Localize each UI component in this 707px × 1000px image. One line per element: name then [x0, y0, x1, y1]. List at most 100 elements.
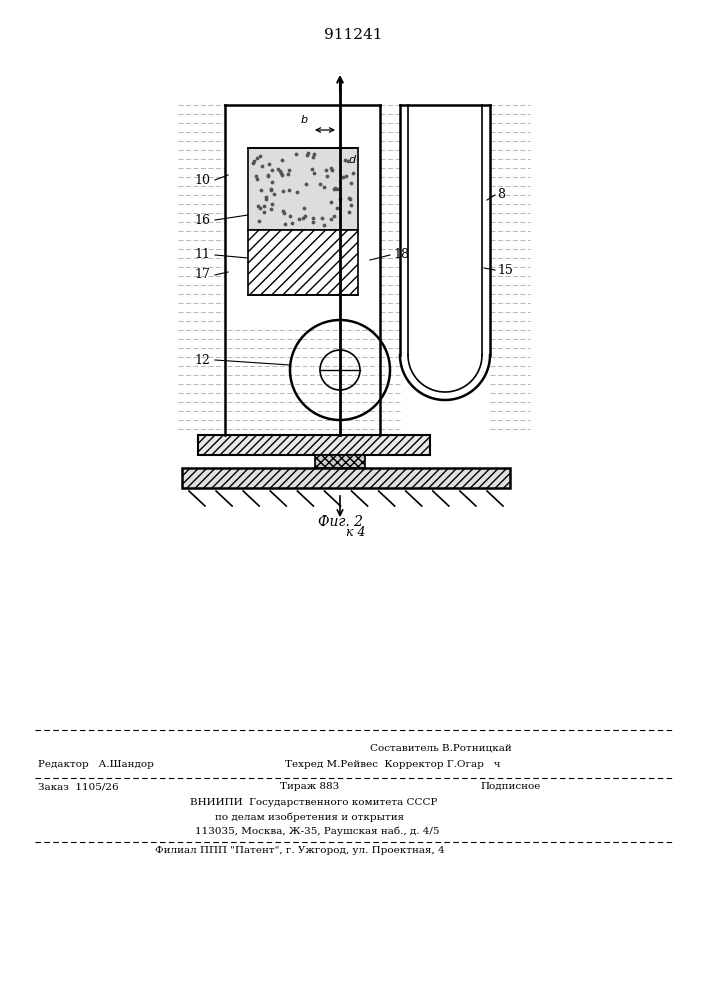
Point: [345, 175, 356, 191]
Point: [308, 214, 319, 230]
Text: Техред М.Рейвес  Корректор Г.Огар   ч: Техред М.Рейвес Корректор Г.Огар ч: [285, 760, 501, 769]
Point: [264, 156, 275, 172]
Point: [331, 181, 342, 197]
Point: [345, 191, 356, 207]
Point: [247, 155, 258, 171]
Point: [265, 181, 276, 197]
Point: [327, 162, 338, 178]
Point: [325, 160, 337, 176]
Point: [308, 149, 319, 165]
Point: [332, 200, 343, 216]
Point: [319, 179, 330, 195]
Point: [250, 168, 261, 184]
Point: [259, 204, 270, 220]
Text: Редактор   А.Шандор: Редактор А.Шандор: [38, 760, 154, 769]
Point: [276, 152, 287, 168]
Point: [297, 210, 308, 226]
Point: [284, 182, 295, 198]
Text: d: d: [348, 155, 355, 165]
Point: [302, 145, 313, 161]
Text: 8: 8: [497, 188, 505, 202]
Point: [345, 197, 356, 213]
Text: 18: 18: [393, 248, 409, 261]
Bar: [198, 435, 430, 455]
Point: [265, 201, 276, 217]
Text: 15: 15: [497, 263, 513, 276]
Point: [261, 189, 272, 205]
Point: [267, 174, 278, 190]
Point: [318, 217, 329, 233]
Point: [321, 162, 332, 178]
Text: 11: 11: [194, 248, 210, 261]
Text: 12: 12: [194, 354, 210, 366]
Point: [248, 153, 259, 169]
Text: 17: 17: [194, 268, 210, 282]
Point: [265, 182, 276, 198]
Point: [255, 182, 267, 198]
Bar: [182, 468, 510, 488]
Text: Заказ  1105/26: Заказ 1105/26: [38, 782, 119, 791]
Point: [278, 205, 289, 221]
Text: ВНИИПИ  Государственного комитета СССР: ВНИИПИ Государственного комитета СССР: [190, 798, 438, 807]
Text: b: b: [301, 115, 308, 125]
Point: [291, 184, 303, 200]
Point: [257, 158, 268, 174]
Text: Филиал ППП "Патент", г. Ужгород, ул. Проектная, 4: Филиал ППП "Патент", г. Ужгород, ул. Про…: [155, 846, 445, 855]
Text: 10: 10: [194, 174, 210, 186]
Point: [283, 162, 294, 178]
Bar: [248, 148, 358, 230]
Point: [342, 153, 354, 169]
Point: [299, 208, 310, 224]
Point: [254, 200, 265, 216]
Point: [268, 186, 279, 202]
Text: Тираж 883: Тираж 883: [280, 782, 339, 791]
Text: 911241: 911241: [324, 28, 382, 42]
Point: [254, 148, 265, 164]
Point: [253, 213, 264, 229]
Point: [267, 196, 278, 212]
Point: [308, 210, 319, 226]
Point: [299, 200, 310, 216]
Point: [258, 198, 269, 214]
Point: [293, 211, 304, 227]
Point: [277, 183, 288, 199]
Point: [276, 167, 288, 183]
Point: [274, 163, 286, 179]
Point: [279, 216, 291, 232]
Point: [340, 168, 351, 184]
Point: [344, 190, 355, 206]
Text: 113035, Москва, Ж-35, Раушская наб., д. 4/5: 113035, Москва, Ж-35, Раушская наб., д. …: [195, 826, 440, 836]
Text: Составитель В.Ротницкай: Составитель В.Ротницкай: [370, 744, 512, 753]
Point: [251, 171, 262, 187]
Bar: [315, 455, 365, 468]
Point: [261, 191, 272, 207]
Point: [338, 169, 349, 185]
Point: [275, 165, 286, 181]
Bar: [248, 230, 358, 295]
Point: [273, 161, 284, 177]
Point: [262, 168, 274, 184]
Point: [291, 146, 302, 162]
Point: [339, 152, 351, 168]
Point: [302, 147, 313, 163]
Point: [329, 208, 340, 224]
Point: [308, 165, 320, 181]
Text: Подписное: Подписное: [480, 782, 540, 791]
Point: [325, 194, 337, 210]
Point: [262, 167, 274, 183]
Point: [334, 191, 346, 207]
Point: [283, 166, 294, 182]
Point: [300, 176, 311, 192]
Point: [316, 210, 327, 226]
Point: [325, 211, 337, 227]
Point: [328, 181, 339, 197]
Text: 16: 16: [194, 214, 210, 227]
Point: [251, 150, 262, 166]
Text: по делам изобретения и открытия: по делам изобретения и открытия: [215, 812, 404, 822]
Point: [329, 180, 341, 196]
Point: [286, 215, 298, 231]
Text: к 4: к 4: [346, 526, 366, 539]
Point: [307, 161, 318, 177]
Point: [314, 176, 325, 192]
Text: Фиг. 2: Фиг. 2: [317, 515, 363, 529]
